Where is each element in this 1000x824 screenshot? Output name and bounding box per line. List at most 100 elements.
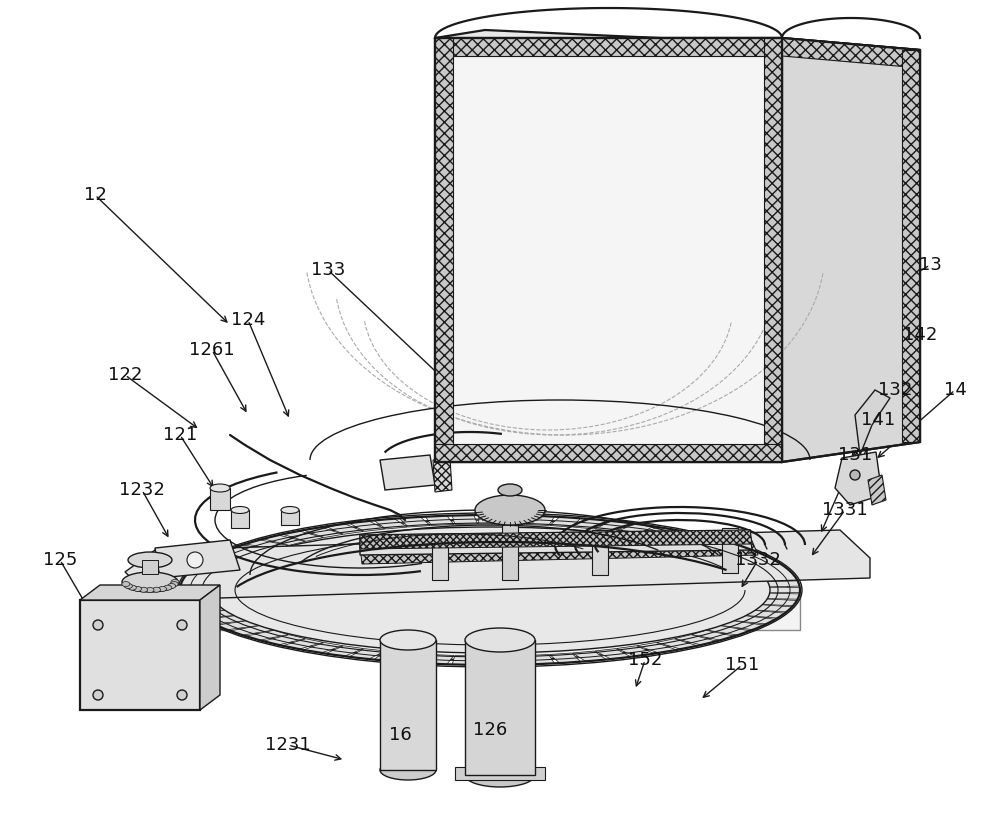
Polygon shape bbox=[303, 527, 343, 537]
Text: 131: 131 bbox=[838, 446, 872, 464]
Polygon shape bbox=[435, 444, 782, 462]
Polygon shape bbox=[349, 648, 385, 659]
Polygon shape bbox=[452, 515, 478, 525]
Polygon shape bbox=[188, 568, 229, 576]
Polygon shape bbox=[435, 38, 782, 462]
Circle shape bbox=[177, 690, 187, 700]
Polygon shape bbox=[502, 656, 528, 665]
Text: 125: 125 bbox=[43, 551, 77, 569]
Polygon shape bbox=[216, 620, 259, 630]
Text: 151: 151 bbox=[725, 656, 759, 674]
Circle shape bbox=[177, 620, 187, 630]
Ellipse shape bbox=[498, 484, 522, 496]
Polygon shape bbox=[360, 536, 758, 564]
Polygon shape bbox=[183, 599, 223, 606]
Polygon shape bbox=[426, 654, 454, 664]
Polygon shape bbox=[868, 475, 886, 505]
Polygon shape bbox=[180, 590, 800, 630]
Text: 1332: 1332 bbox=[735, 551, 781, 569]
Ellipse shape bbox=[164, 585, 172, 590]
Polygon shape bbox=[204, 556, 248, 564]
Ellipse shape bbox=[124, 583, 132, 588]
Circle shape bbox=[850, 470, 860, 480]
Polygon shape bbox=[230, 545, 273, 555]
Polygon shape bbox=[707, 545, 750, 555]
Ellipse shape bbox=[134, 587, 142, 592]
Polygon shape bbox=[637, 643, 677, 653]
Text: 13: 13 bbox=[919, 256, 941, 274]
Polygon shape bbox=[125, 530, 870, 600]
Polygon shape bbox=[246, 630, 288, 640]
Polygon shape bbox=[455, 767, 545, 780]
Polygon shape bbox=[180, 588, 217, 592]
Polygon shape bbox=[751, 568, 792, 576]
Polygon shape bbox=[657, 639, 698, 649]
Text: 1331: 1331 bbox=[822, 501, 868, 519]
Polygon shape bbox=[326, 524, 363, 534]
Ellipse shape bbox=[122, 572, 178, 592]
Text: 132: 132 bbox=[878, 381, 912, 399]
Polygon shape bbox=[155, 540, 240, 578]
Polygon shape bbox=[303, 643, 343, 653]
Polygon shape bbox=[707, 625, 750, 635]
Polygon shape bbox=[195, 610, 238, 618]
Text: 124: 124 bbox=[231, 311, 265, 329]
Polygon shape bbox=[479, 656, 501, 665]
Polygon shape bbox=[742, 562, 785, 570]
Ellipse shape bbox=[158, 587, 166, 592]
Polygon shape bbox=[526, 516, 554, 526]
Polygon shape bbox=[349, 521, 385, 531]
Ellipse shape bbox=[128, 585, 136, 590]
Polygon shape bbox=[595, 521, 631, 531]
Polygon shape bbox=[435, 38, 453, 462]
Ellipse shape bbox=[380, 630, 436, 650]
Polygon shape bbox=[374, 518, 407, 529]
Polygon shape bbox=[675, 634, 717, 645]
Ellipse shape bbox=[122, 582, 130, 587]
Ellipse shape bbox=[210, 527, 770, 653]
Polygon shape bbox=[263, 535, 305, 545]
Polygon shape bbox=[479, 515, 501, 524]
Polygon shape bbox=[263, 634, 305, 645]
Ellipse shape bbox=[210, 484, 230, 492]
Polygon shape bbox=[435, 38, 782, 56]
Text: 16: 16 bbox=[389, 726, 411, 744]
Polygon shape bbox=[374, 651, 407, 662]
Polygon shape bbox=[399, 517, 430, 527]
Polygon shape bbox=[180, 581, 219, 587]
Ellipse shape bbox=[465, 763, 535, 787]
Polygon shape bbox=[230, 625, 273, 635]
Polygon shape bbox=[326, 646, 363, 656]
Text: 152: 152 bbox=[628, 651, 662, 669]
Polygon shape bbox=[573, 651, 606, 662]
Polygon shape bbox=[761, 581, 800, 587]
Polygon shape bbox=[692, 630, 734, 640]
Text: 121: 121 bbox=[163, 426, 197, 444]
Polygon shape bbox=[757, 574, 797, 581]
Polygon shape bbox=[550, 653, 581, 663]
Text: 1232: 1232 bbox=[119, 481, 165, 499]
Polygon shape bbox=[195, 562, 238, 570]
Ellipse shape bbox=[146, 588, 154, 592]
Polygon shape bbox=[835, 452, 882, 505]
Polygon shape bbox=[751, 605, 792, 612]
Polygon shape bbox=[282, 531, 323, 541]
Ellipse shape bbox=[475, 495, 545, 525]
Ellipse shape bbox=[465, 628, 535, 652]
Ellipse shape bbox=[170, 582, 178, 587]
Polygon shape bbox=[550, 517, 581, 527]
Polygon shape bbox=[855, 390, 890, 455]
Ellipse shape bbox=[152, 588, 160, 592]
Polygon shape bbox=[426, 516, 454, 526]
Polygon shape bbox=[432, 535, 448, 580]
Polygon shape bbox=[721, 550, 764, 559]
Polygon shape bbox=[142, 560, 158, 574]
Polygon shape bbox=[732, 556, 776, 564]
Polygon shape bbox=[452, 656, 478, 665]
Polygon shape bbox=[722, 528, 738, 573]
Polygon shape bbox=[80, 585, 220, 600]
Polygon shape bbox=[380, 640, 436, 770]
Polygon shape bbox=[465, 640, 535, 775]
Circle shape bbox=[93, 620, 103, 630]
Polygon shape bbox=[526, 654, 554, 664]
